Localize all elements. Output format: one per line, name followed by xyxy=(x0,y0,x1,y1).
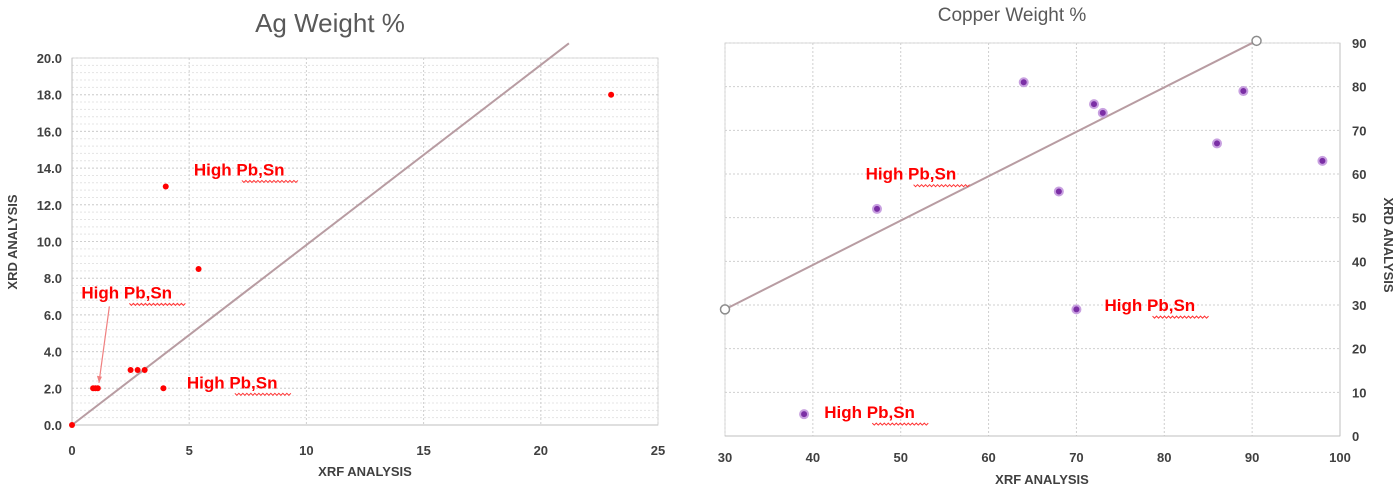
y-tick-label: 12.0 xyxy=(37,198,62,213)
data-point xyxy=(1053,186,1064,197)
y-tick-label: 70 xyxy=(1352,123,1366,138)
y-tick-label: 20.0 xyxy=(37,51,62,66)
spellcheck-underline xyxy=(871,422,929,426)
data-point xyxy=(195,266,202,273)
y-tick-label: 50 xyxy=(1352,211,1366,226)
x-axis-label: XRF ANALYSIS xyxy=(995,472,1089,487)
gridlines xyxy=(724,42,1341,437)
y-tick-label: 16.0 xyxy=(37,124,62,139)
y-tick-label: 80 xyxy=(1352,80,1366,95)
y-tick-label: 90 xyxy=(1352,36,1366,51)
y-tick-label: 6.0 xyxy=(44,308,62,323)
x-tick-label: 50 xyxy=(893,450,907,465)
arrow-head xyxy=(96,375,102,383)
x-tick-label: 5 xyxy=(186,443,193,458)
reference-line xyxy=(71,42,570,426)
spellcheck-underline xyxy=(1152,315,1209,319)
y-tick-label: 20 xyxy=(1352,342,1366,357)
y-tick-label: 10 xyxy=(1352,385,1366,400)
data-point xyxy=(799,409,810,420)
data-point xyxy=(1018,77,1029,88)
data-point xyxy=(608,91,615,98)
line-end-marker xyxy=(1251,35,1262,47)
y-tick-label: 30 xyxy=(1352,298,1366,313)
y-axis-label: XRD ANALYSIS xyxy=(1381,197,1396,292)
x-tick-label: 100 xyxy=(1329,450,1351,465)
annotation-label: High Pb,Sn xyxy=(824,403,915,422)
y-tick-label: 18.0 xyxy=(37,88,62,103)
plot-area xyxy=(724,42,1341,437)
x-tick-label: 15 xyxy=(416,443,430,458)
reference-line xyxy=(724,39,1257,311)
y-tick-label: 10.0 xyxy=(37,235,62,250)
data-point xyxy=(1071,304,1082,315)
annotation-label: High Pb,Sn xyxy=(1105,296,1196,315)
x-tick-label: 25 xyxy=(651,443,665,458)
spellcheck-underline xyxy=(234,392,292,397)
annotation-label: High Pb,Sn xyxy=(187,373,278,392)
y-axis-label: XRD ANALYSIS xyxy=(5,194,20,289)
annotation-arrow xyxy=(98,306,110,383)
data-point xyxy=(160,385,167,392)
line-end-marker xyxy=(719,304,731,315)
data-point xyxy=(141,366,148,373)
x-tick-label: 10 xyxy=(299,443,313,458)
spellcheck-underline xyxy=(129,302,186,307)
data-point xyxy=(1097,107,1108,118)
y-tick-label: 0.0 xyxy=(44,418,62,433)
ag-weight-chart: 0 5 10 15 20 25 0.0 2.0 4.0 6.0 8.0 10.0 12.0 14.0 16.… xyxy=(5,8,665,479)
annotation-label: High Pb,Sn xyxy=(81,283,172,302)
y-tick-label: 14.0 xyxy=(37,161,62,176)
data-point xyxy=(134,366,141,373)
data-point xyxy=(1212,138,1222,149)
y-tick-label: 40 xyxy=(1352,254,1366,269)
y-tick-label: 8.0 xyxy=(44,271,62,286)
x-tick-label: 20 xyxy=(534,443,548,458)
data-point xyxy=(94,385,101,392)
spellcheck-underline xyxy=(913,183,970,188)
x-tick-label: 80 xyxy=(1157,450,1171,465)
y-tick-label: 60 xyxy=(1352,167,1366,182)
gridlines xyxy=(71,57,659,426)
data-point xyxy=(69,422,75,428)
y-tick-label: 4.0 xyxy=(44,345,62,360)
data-point xyxy=(127,366,134,373)
x-tick-label: 90 xyxy=(1245,450,1259,465)
data-point xyxy=(1238,86,1249,97)
data-point xyxy=(871,203,882,214)
chart-title: Copper Weight % xyxy=(938,5,1087,26)
x-tick-label: 30 xyxy=(718,450,732,465)
x-tick-label: 0 xyxy=(68,443,75,458)
data-point xyxy=(162,183,169,190)
annotation-label: High Pb,Sn xyxy=(194,160,285,179)
x-axis-label: XRF ANALYSIS xyxy=(318,464,412,479)
spellcheck-underline xyxy=(241,179,299,184)
x-tick-label: 70 xyxy=(1069,450,1083,465)
annotation-label: High Pb,Sn xyxy=(866,165,957,184)
x-tick-label: 40 xyxy=(806,450,820,465)
y-tick-label: 0 xyxy=(1352,429,1359,444)
y-tick-label: 2.0 xyxy=(44,381,62,396)
data-point xyxy=(1317,155,1328,166)
chart-title: Ag Weight % xyxy=(255,8,405,38)
data-point xyxy=(1089,99,1099,110)
x-tick-label: 60 xyxy=(981,450,995,465)
